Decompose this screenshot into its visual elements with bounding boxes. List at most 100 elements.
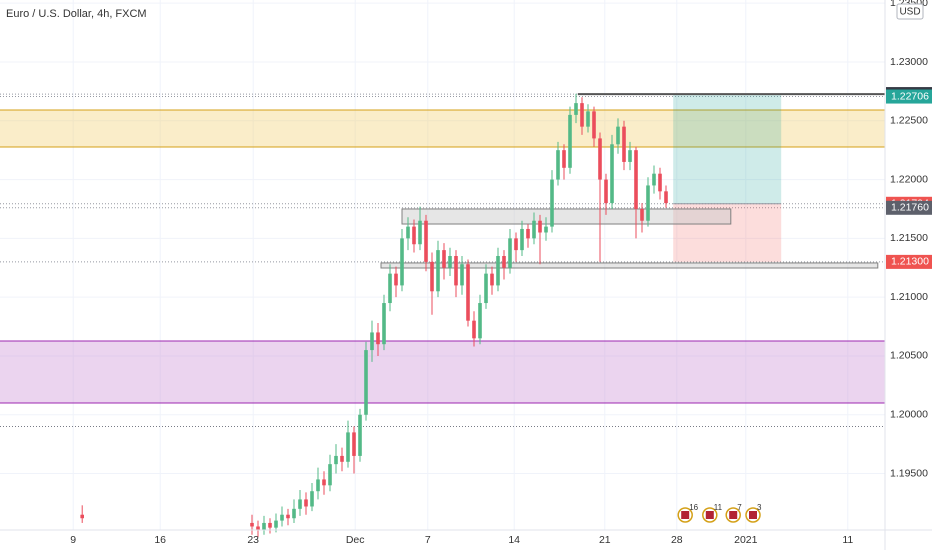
candle-body <box>496 256 500 286</box>
candle-body <box>256 526 260 530</box>
candle-body <box>406 226 410 239</box>
candle-body <box>304 499 308 507</box>
x-tick-label: 23 <box>247 534 259 546</box>
y-tick-label: 1.22000 <box>890 173 928 185</box>
candle-body <box>322 479 326 486</box>
candle-body <box>532 220 536 239</box>
candle-body <box>298 499 302 509</box>
x-tick-label: 9 <box>70 534 76 546</box>
candle-body <box>592 111 596 139</box>
candle-body <box>514 238 518 251</box>
x-tick-label: 2021 <box>734 534 758 546</box>
price-label: 1.21300 <box>891 256 929 268</box>
candle-body <box>502 256 506 268</box>
candle-body <box>586 111 590 127</box>
main-layer: 16 11 7 3 <box>80 93 885 538</box>
candle-body <box>358 414 362 456</box>
candle-body <box>436 250 440 292</box>
candle-body <box>364 350 368 415</box>
candle-body <box>604 179 608 204</box>
y-tick-label: 1.20500 <box>890 350 928 362</box>
candle-body <box>418 220 422 245</box>
candle-body <box>646 185 650 221</box>
candle-body <box>640 208 644 221</box>
x-tick-label: 7 <box>425 534 431 546</box>
candle-body <box>412 226 416 245</box>
candle-body <box>466 264 470 321</box>
candle-body <box>286 514 290 519</box>
price-label-bg <box>886 89 932 104</box>
candle-body <box>262 522 266 530</box>
candle-body <box>652 173 656 186</box>
candle-body <box>316 479 320 492</box>
candle-body <box>580 103 584 127</box>
candle-body <box>346 432 350 462</box>
profit-zone <box>673 94 782 204</box>
candle-body <box>628 150 632 162</box>
y-tick-label: 1.21000 <box>890 291 928 303</box>
candle-body <box>382 303 386 345</box>
candle-body <box>454 256 458 286</box>
event-count: 3 <box>757 503 762 512</box>
y-tick-label: 1.21500 <box>890 232 928 244</box>
candle-body <box>610 144 614 204</box>
currency: USD <box>899 7 920 18</box>
candle-body <box>490 273 494 286</box>
x-tick-label: Dec <box>346 534 365 546</box>
event-count: 11 <box>714 503 723 512</box>
candle-body <box>376 332 380 345</box>
candle-body <box>352 432 356 456</box>
candle-body <box>526 228 530 239</box>
candle-body <box>598 138 602 180</box>
candle-body <box>430 261 434 292</box>
candle-body <box>448 256 452 268</box>
x-tick-label: 16 <box>154 534 166 546</box>
candle-body <box>478 303 482 339</box>
event-count: 16 <box>689 503 698 512</box>
price-label-bg <box>886 254 932 269</box>
candle-body <box>622 126 626 162</box>
candle-body <box>658 173 662 192</box>
candle-body <box>538 220 542 233</box>
candle-body <box>562 150 566 168</box>
currency-badge[interactable] <box>896 3 924 20</box>
candle-body <box>574 103 578 115</box>
y-tick-label: 1.20000 <box>890 409 928 421</box>
candle-body <box>292 508 296 519</box>
candle-body <box>472 320 476 339</box>
candle-body <box>520 228 524 251</box>
candle-body <box>388 273 392 304</box>
candle-body <box>310 491 314 507</box>
price-label: 1.22706 <box>891 90 929 102</box>
candle-body <box>334 455 338 465</box>
event-flag <box>705 511 714 519</box>
x-tick-label: 28 <box>671 534 683 546</box>
candle-body <box>328 464 332 486</box>
candle-body <box>442 250 446 268</box>
zone <box>0 109 885 147</box>
candle-body <box>634 150 638 209</box>
y-tick-label: 1.23000 <box>890 56 928 68</box>
candle-body <box>280 514 284 521</box>
candle-body <box>460 264 464 286</box>
event-flag <box>681 511 690 519</box>
candle-body <box>616 126 620 145</box>
candle-body <box>340 455 344 462</box>
chart-title: Euro / U.S. Dollar, 4h, FXCM <box>6 8 147 20</box>
loss-zone <box>673 203 782 262</box>
candle-body <box>484 273 488 304</box>
candle-body <box>250 522 254 527</box>
x-tick-label: 21 <box>599 534 611 546</box>
x-tick-label: 14 <box>508 534 520 546</box>
y-tick-label: 1.22500 <box>890 115 928 127</box>
range-box <box>380 262 879 269</box>
range-box <box>401 208 732 225</box>
candle-body <box>544 226 548 233</box>
event-count: 7 <box>737 503 742 512</box>
candle-body <box>394 273 398 286</box>
candle-body <box>568 114 572 168</box>
candle-body <box>370 332 374 351</box>
